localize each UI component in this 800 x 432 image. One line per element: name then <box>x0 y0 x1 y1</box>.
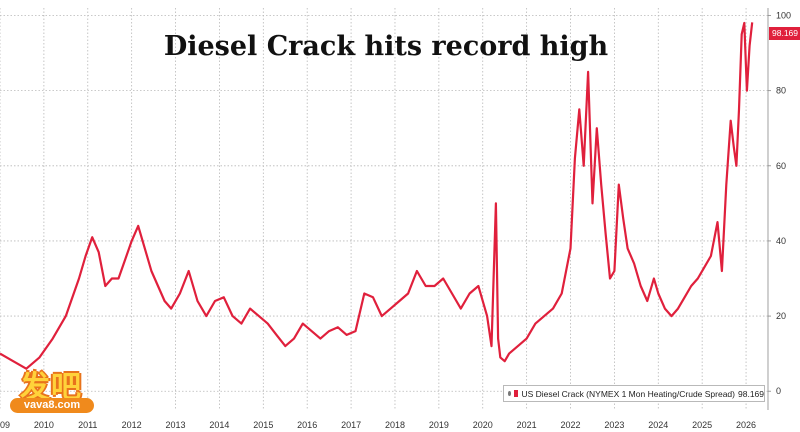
y-axis: 0 20 40 60 80 100 <box>767 8 791 410</box>
y-tick-label: 40 <box>776 236 786 246</box>
legend-series-name: US Diesel Crack (NYMEX 1 Mon Heating/Cru… <box>521 388 735 399</box>
legend-dot-icon <box>508 391 512 396</box>
legend-last-value: 98.169 <box>738 388 764 399</box>
x-tick-label: 2011 <box>78 420 97 430</box>
grid <box>0 8 768 410</box>
last-value-badge: 98.169 <box>769 27 800 40</box>
chart-title: Diesel Crack hits record high <box>164 31 609 62</box>
y-tick-label: 60 <box>776 161 786 171</box>
y-tick-label: 100 <box>776 11 791 21</box>
x-tick-label: 2019 <box>429 420 449 430</box>
series-line <box>0 21 754 370</box>
legend-swatch-icon <box>514 390 519 397</box>
y-tick-label: 0 <box>776 386 781 396</box>
x-tick-label: 2012 <box>122 420 142 430</box>
series-layer <box>0 21 754 370</box>
x-tick-label: 2015 <box>253 420 273 430</box>
x-tick-label: 2016 <box>297 420 317 430</box>
logo-sub-text: vava8.com <box>10 398 94 413</box>
x-tick-label: 2022 <box>560 420 580 430</box>
x-tick-label: 2025 <box>692 420 712 430</box>
x-tick-label: 2021 <box>517 420 537 430</box>
x-tick-label: 2018 <box>385 420 405 430</box>
x-tick-label: 2024 <box>648 420 668 430</box>
legend: US Diesel Crack (NYMEX 1 Mon Heating/Cru… <box>503 385 765 402</box>
x-tick-label: 2026 <box>736 420 756 430</box>
x-tick-label: 2023 <box>604 420 624 430</box>
x-tick-label: 2013 <box>166 420 186 430</box>
x-tick-label: 2014 <box>209 420 229 430</box>
x-tick-label: 2017 <box>341 420 361 430</box>
x-tick-label: 2010 <box>34 420 54 430</box>
x-axis: 2009 2010 2011 2012 2013 2014 2015 2016 2017 2018… <box>0 420 756 430</box>
y-tick-label: 20 <box>776 311 786 321</box>
y-tick-label: 80 <box>776 86 786 96</box>
watermark-logo: 发吧 vava8.com <box>2 362 98 414</box>
x-tick-label: 2009 <box>0 420 10 430</box>
x-tick-label: 2020 <box>473 420 493 430</box>
